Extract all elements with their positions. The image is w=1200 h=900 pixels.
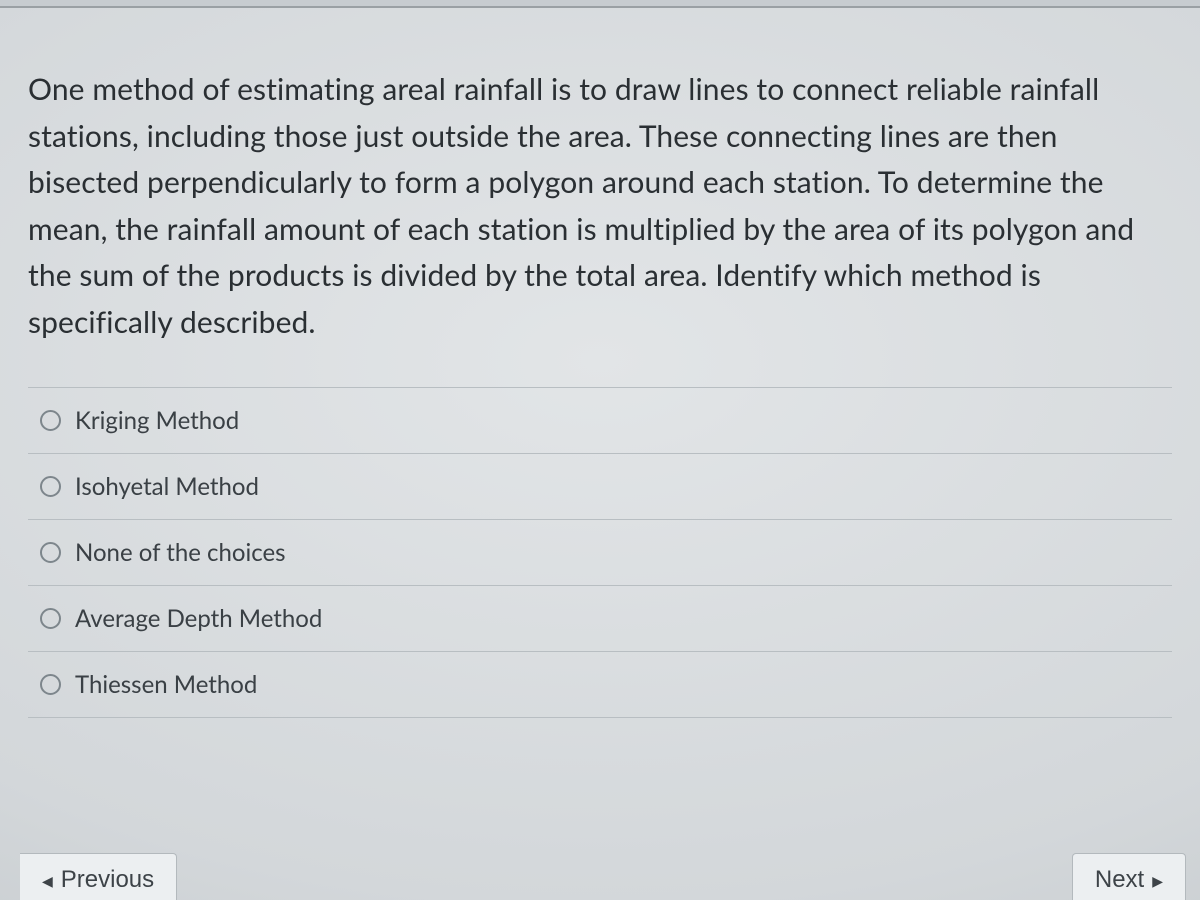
option-row[interactable]: None of the choices (28, 520, 1172, 586)
nav-bar: ◀ Previous Next ▶ (0, 846, 1200, 900)
radio-icon[interactable] (40, 674, 61, 695)
option-label: Kriging Method (75, 406, 239, 435)
option-label: Isohyetal Method (75, 472, 259, 501)
next-button[interactable]: Next ▶ (1072, 853, 1186, 900)
option-row[interactable]: Average Depth Method (28, 586, 1172, 652)
option-label: None of the choices (75, 538, 286, 567)
radio-icon[interactable] (40, 410, 61, 431)
option-row[interactable]: Thiessen Method (28, 652, 1172, 718)
chevron-right-icon: ▶ (1152, 874, 1163, 888)
window-top-border (0, 0, 1200, 8)
question-content: One method of estimating areal rainfall … (0, 8, 1200, 718)
question-text: One method of estimating areal rainfall … (28, 66, 1172, 345)
option-row[interactable]: Kriging Method (28, 388, 1172, 454)
radio-icon[interactable] (40, 608, 61, 629)
option-label: Thiessen Method (75, 670, 257, 699)
radio-icon[interactable] (40, 476, 61, 497)
chevron-left-icon: ◀ (42, 874, 53, 888)
previous-button-label: Previous (61, 866, 154, 894)
option-label: Average Depth Method (75, 604, 322, 633)
previous-button[interactable]: ◀ Previous (20, 853, 177, 900)
next-button-label: Next (1095, 866, 1144, 894)
radio-icon[interactable] (40, 542, 61, 563)
quiz-screen: One method of estimating areal rainfall … (0, 0, 1200, 900)
options-list: Kriging Method Isohyetal Method None of … (28, 387, 1172, 718)
option-row[interactable]: Isohyetal Method (28, 454, 1172, 520)
